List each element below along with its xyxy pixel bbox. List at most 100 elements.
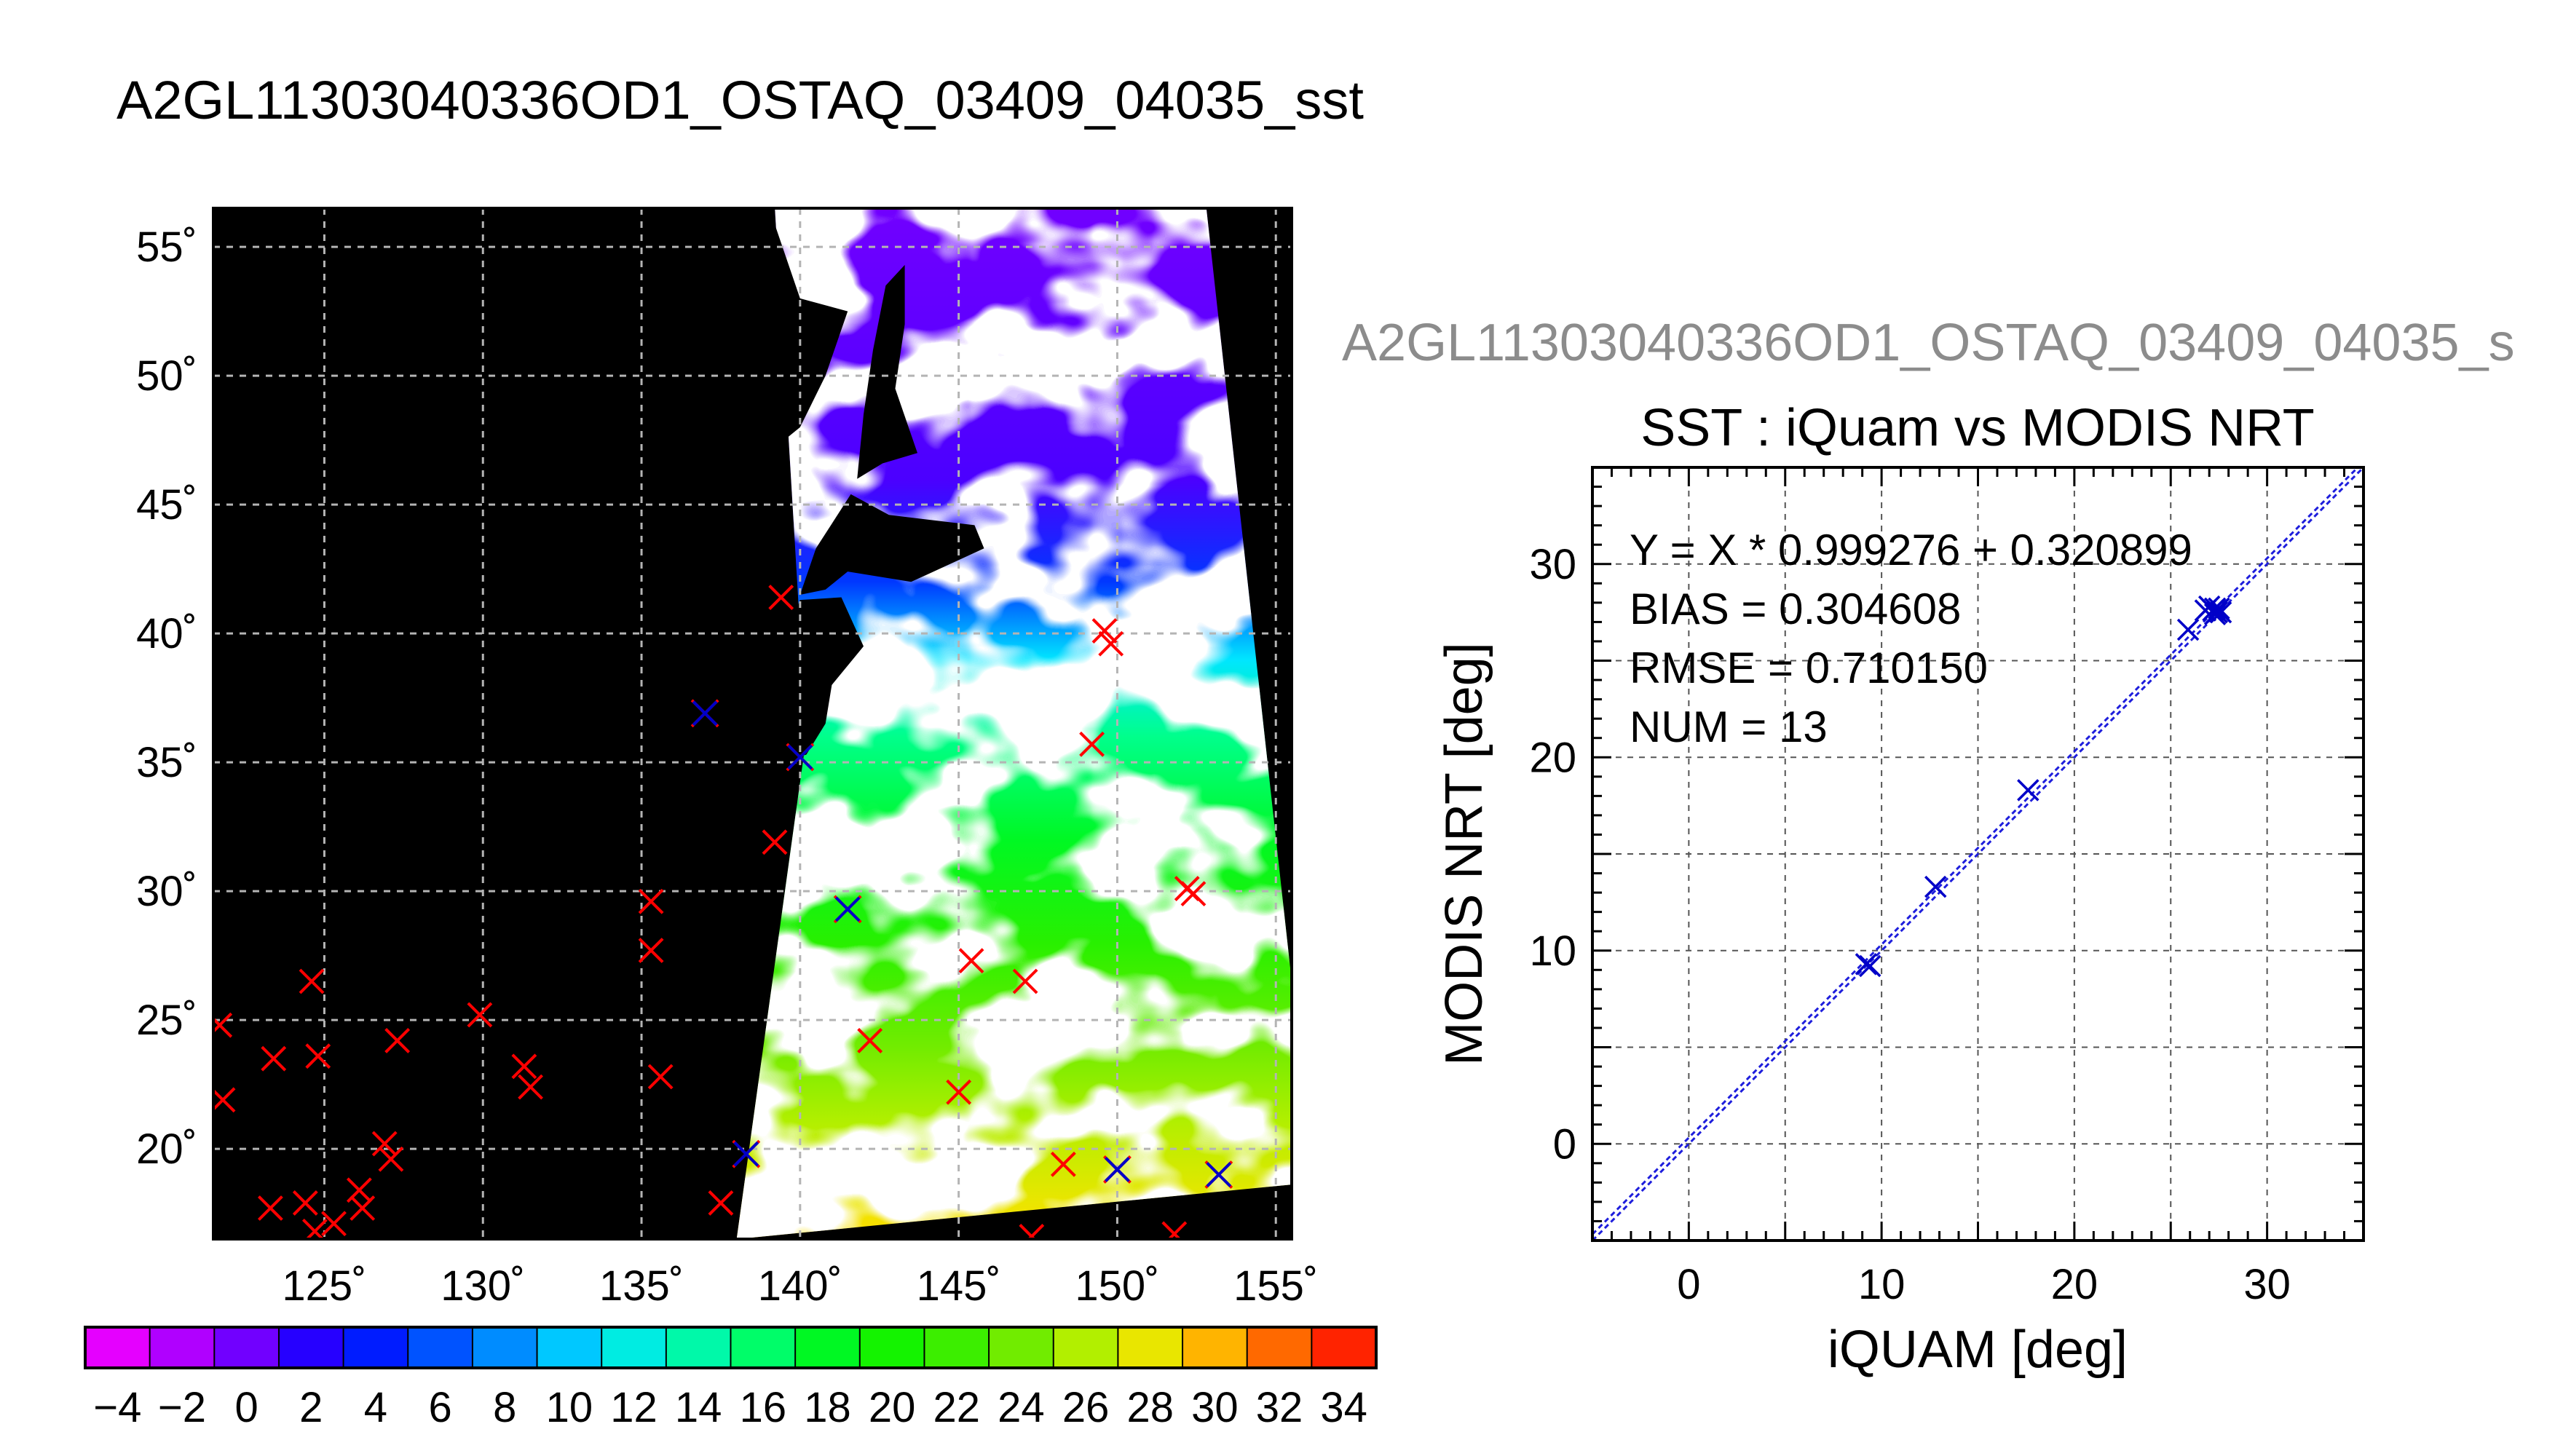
colorbar-tick-label: 4 [364, 1384, 387, 1431]
iquam-marker [321, 1211, 347, 1237]
iquam-marker [261, 1045, 287, 1072]
colorbar-tick-label: 0 [234, 1384, 258, 1431]
colorbar-cell [730, 1326, 797, 1369]
sst-map: 125˚ 130˚ 135˚ 140˚ 145˚ 150˚ 155˚ 20˚ 25˚ 30˚ 35… [136, 207, 1318, 1310]
colorbar-tick-label: 34 [1320, 1384, 1367, 1431]
scatter-point [2017, 779, 2039, 802]
colorbar-tick-label: 32 [1256, 1384, 1303, 1431]
map-y-tick-label: 50˚ [136, 352, 197, 400]
iquam-marker [1050, 1151, 1076, 1177]
matched-marker [692, 700, 718, 727]
map-x-tick-label: 150˚ [1075, 1262, 1159, 1310]
land-asia-mainland [213, 208, 848, 773]
colorbar-cell [1182, 1326, 1249, 1369]
iquam-marker [708, 1190, 734, 1216]
iquam-marker [213, 1012, 233, 1038]
colorbar-ticks: −4 −2 0 2 4 6 8 10 12 14 16 18 20 22 24 26 28 30 32 34 [93, 1384, 1367, 1431]
colorbar-tick-label: 26 [1062, 1384, 1110, 1431]
iquam-marker [1098, 630, 1124, 657]
scatter-point [2209, 601, 2232, 624]
map-x-tick-label: 130˚ [441, 1262, 525, 1310]
iquam-markers [213, 585, 1233, 1239]
colorbar-tick-label: 30 [1191, 1384, 1239, 1431]
colorbar-cell [213, 1326, 280, 1369]
colorbar-cell [794, 1326, 861, 1369]
colorbar-tick-label: 24 [998, 1384, 1045, 1431]
page-title: A2GL11303040336OD1_OSTAQ_03409_04035_sst [117, 70, 1364, 130]
colorbar-cell [1052, 1326, 1119, 1369]
scatter-x-tick-label: 20 [2051, 1261, 2098, 1308]
scatter-point [2203, 603, 2227, 626]
sst-colorbar: −4 −2 0 2 4 6 8 10 12 14 16 18 20 22 24 26 28 30 32 34 [84, 1326, 1378, 1431]
scatter-point [2203, 597, 2227, 620]
colorbar-tick-label: 6 [428, 1384, 451, 1431]
land-japan-honshu [467, 597, 864, 860]
iquam-marker [647, 1064, 674, 1090]
scatter-panel-subtitle: A2GL11303040336OD1_OSTAQ_03409_04035_s [1342, 314, 2515, 372]
scatter-plot: SST : iQuam vs MODIS NRT 0 10 20 30 0 10 20 30… [1435, 399, 2365, 1379]
map-y-ticks: 20˚ 25˚ 30˚ 35˚ 40˚ 45˚ 50˚ 55˚ [136, 223, 197, 1173]
matched-marker [1105, 1157, 1130, 1182]
map-y-tick-label: 45˚ [136, 481, 197, 529]
colorbar-cell [149, 1326, 216, 1369]
colorbar-cell [923, 1326, 990, 1369]
colorbar-cell [858, 1326, 925, 1369]
map-x-tick-label: 145˚ [917, 1262, 1001, 1310]
scatter-point [2176, 618, 2200, 641]
scatter-y-tick-label: 10 [1529, 927, 1576, 975]
colorbar-cells [84, 1326, 1378, 1369]
scatter-point [1924, 875, 1947, 898]
colorbar-tick-label: −4 [93, 1384, 141, 1431]
matched-marker [1206, 1162, 1232, 1187]
colorbar-tick-label: 20 [869, 1384, 916, 1431]
iquam-marker [1012, 968, 1038, 994]
colorbar-tick-label: 2 [299, 1384, 323, 1431]
colorbar-cell [988, 1326, 1055, 1369]
colorbar-tick-label: 12 [610, 1384, 657, 1431]
iquam-marker [213, 1087, 236, 1113]
scatter-title: SST : iQuam vs MODIS NRT [1640, 399, 2315, 457]
regression-stat-line: Y = X * 0.999276 + 0.320899 [1630, 526, 2192, 574]
matched-marker [733, 1141, 759, 1167]
iquam-marker [1019, 1224, 1045, 1239]
iquam-marker [1079, 731, 1105, 757]
scatter-y-tick-label: 30 [1529, 541, 1576, 588]
scatter-x-tick-label: 10 [1858, 1261, 1906, 1308]
iquam-marker [299, 968, 325, 994]
iquam-marker [292, 1190, 318, 1216]
iquam-marker [1091, 618, 1118, 644]
iquam-marker [378, 1146, 404, 1172]
iquam-marker [1180, 881, 1207, 907]
scatter-minor-ticks [1591, 466, 2365, 1242]
colorbar-tick-label: 16 [740, 1384, 787, 1431]
iquam-marker [384, 1028, 411, 1053]
scatter-y-tick-label: 0 [1553, 1120, 1576, 1168]
iquam-marker [350, 1195, 376, 1221]
colorbar-cell [277, 1326, 345, 1369]
colorbar-cell [665, 1326, 732, 1369]
map-y-tick-label: 20˚ [136, 1125, 197, 1173]
scatter-y-tick-label: 20 [1529, 734, 1576, 781]
map-y-tick-label: 30˚ [136, 868, 197, 915]
scatter-x-ticks: 0 10 20 30 [1677, 1261, 2291, 1308]
matched-marker [787, 744, 813, 770]
colorbar-cell [601, 1326, 668, 1369]
one-to-one-line [1592, 467, 2364, 1241]
colorbar-cell [342, 1326, 409, 1369]
iquam-marker [768, 585, 794, 610]
iquam-marker [518, 1074, 544, 1100]
map-y-tick-label: 35˚ [136, 739, 197, 786]
colorbar-tick-label: 14 [675, 1384, 722, 1431]
iquam-marker [958, 948, 984, 974]
colorbar-tick-label: 8 [493, 1384, 516, 1431]
iquam-marker [857, 1028, 883, 1053]
iquam-marker [762, 829, 788, 855]
map-x-tick-label: 155˚ [1233, 1262, 1318, 1310]
regression-lines [1592, 467, 2364, 1241]
scatter-points [1855, 595, 2232, 978]
map-y-tick-label: 55˚ [136, 223, 197, 271]
colorbar-tick-label: −2 [158, 1384, 206, 1431]
map-x-tick-label: 140˚ [758, 1262, 842, 1310]
map-y-tick-label: 25˚ [136, 997, 197, 1044]
matched-marker [834, 896, 861, 922]
